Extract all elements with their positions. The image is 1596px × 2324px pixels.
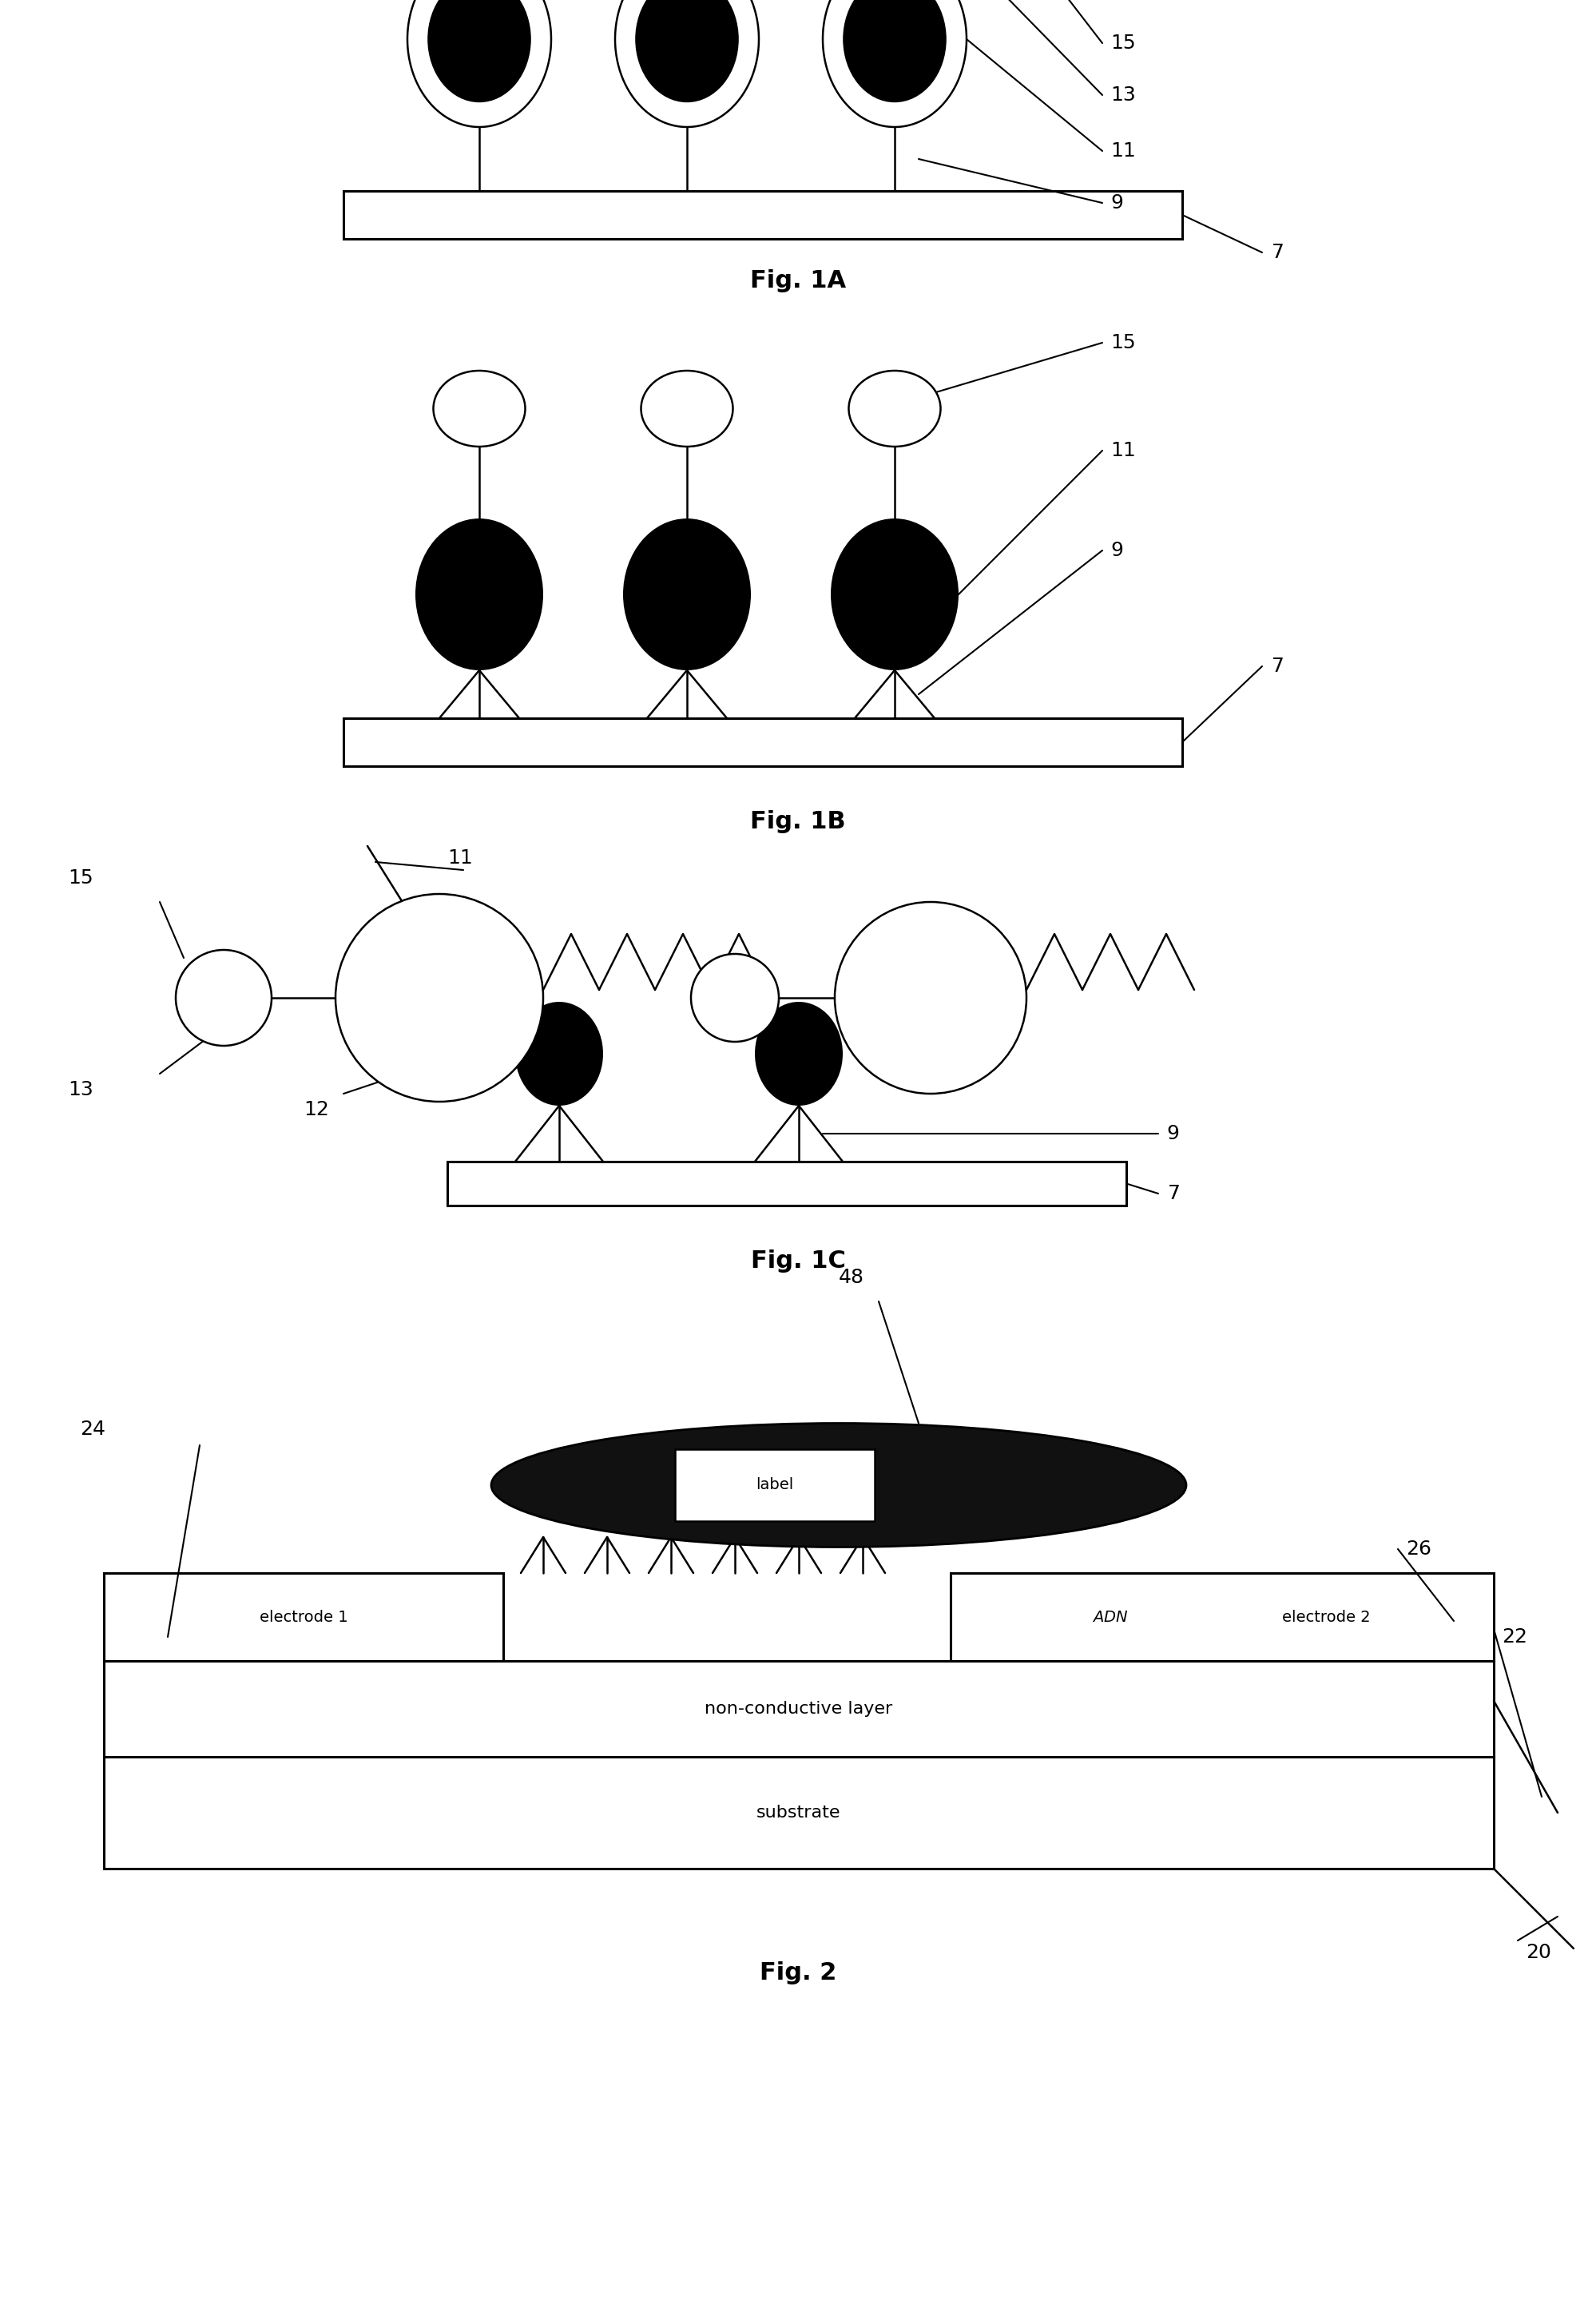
Bar bbox=[343, 718, 1181, 767]
Text: 9: 9 bbox=[1109, 541, 1122, 560]
Text: 12: 12 bbox=[303, 1099, 329, 1120]
Text: Fig. 2: Fig. 2 bbox=[760, 1961, 836, 1985]
Ellipse shape bbox=[492, 1422, 1186, 1548]
Bar bbox=[343, 191, 1181, 239]
Bar bbox=[104, 1573, 503, 1662]
Text: Fig. 1B: Fig. 1B bbox=[750, 811, 846, 834]
Bar bbox=[447, 1162, 1125, 1206]
Text: Fig. 1C: Fig. 1C bbox=[750, 1250, 844, 1274]
Ellipse shape bbox=[635, 0, 739, 102]
Ellipse shape bbox=[843, 0, 946, 102]
Text: electrode 2: electrode 2 bbox=[1282, 1611, 1369, 1624]
Text: 11: 11 bbox=[1109, 142, 1135, 160]
Text: electrode 1: electrode 1 bbox=[259, 1611, 348, 1624]
Text: 11: 11 bbox=[1109, 442, 1135, 460]
Text: 7: 7 bbox=[1270, 244, 1283, 263]
Text: 7: 7 bbox=[1270, 658, 1283, 676]
Polygon shape bbox=[614, 0, 758, 128]
Text: 15: 15 bbox=[1109, 33, 1135, 53]
Text: 15: 15 bbox=[69, 869, 93, 888]
Ellipse shape bbox=[849, 372, 940, 446]
Text: 24: 24 bbox=[80, 1420, 105, 1439]
Text: 9: 9 bbox=[1109, 193, 1122, 211]
Text: substrate: substrate bbox=[757, 1806, 841, 1820]
Ellipse shape bbox=[415, 518, 543, 669]
Ellipse shape bbox=[622, 518, 750, 669]
Text: 13: 13 bbox=[1109, 86, 1135, 105]
Text: non-conductive layer: non-conductive layer bbox=[704, 1701, 892, 1717]
Bar bbox=[104, 1757, 1492, 1868]
Bar bbox=[950, 1573, 1492, 1662]
Ellipse shape bbox=[433, 372, 525, 446]
Text: 9: 9 bbox=[1165, 1125, 1178, 1143]
Text: 13: 13 bbox=[69, 1081, 93, 1099]
Text: 22: 22 bbox=[1500, 1627, 1526, 1645]
Text: $ADN$: $ADN$ bbox=[1092, 1611, 1128, 1624]
Text: 7: 7 bbox=[1167, 1183, 1179, 1204]
Ellipse shape bbox=[176, 951, 271, 1046]
Text: 15: 15 bbox=[1109, 332, 1135, 353]
Bar bbox=[675, 1450, 875, 1522]
Ellipse shape bbox=[755, 1002, 843, 1106]
Ellipse shape bbox=[691, 953, 779, 1041]
Text: 11: 11 bbox=[447, 848, 472, 867]
Ellipse shape bbox=[335, 895, 543, 1102]
Ellipse shape bbox=[516, 1002, 603, 1106]
Text: label: label bbox=[755, 1478, 793, 1492]
Text: 26: 26 bbox=[1404, 1538, 1430, 1559]
Text: 48: 48 bbox=[838, 1269, 863, 1287]
Ellipse shape bbox=[830, 518, 958, 669]
Bar bbox=[104, 1662, 1492, 1757]
Ellipse shape bbox=[640, 372, 733, 446]
Ellipse shape bbox=[835, 902, 1026, 1095]
Text: Fig. 1A: Fig. 1A bbox=[750, 270, 846, 293]
Polygon shape bbox=[822, 0, 966, 128]
Ellipse shape bbox=[428, 0, 531, 102]
Polygon shape bbox=[407, 0, 551, 128]
Text: 20: 20 bbox=[1524, 1943, 1550, 1961]
